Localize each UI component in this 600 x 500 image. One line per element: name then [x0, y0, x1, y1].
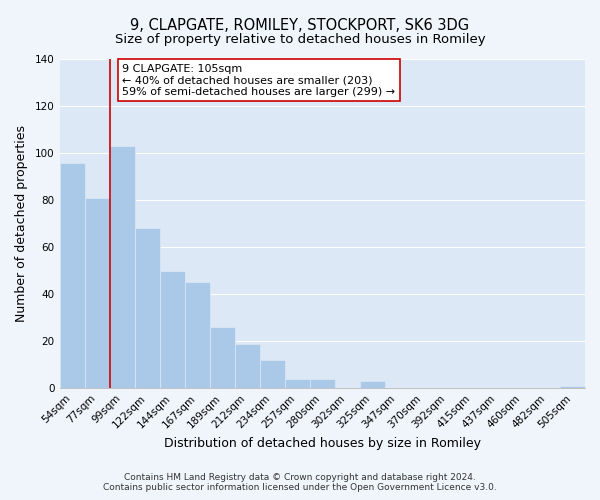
Bar [360, 382, 385, 388]
Bar [260, 360, 285, 388]
Bar [134, 228, 160, 388]
Bar [209, 327, 235, 388]
X-axis label: Distribution of detached houses by size in Romiley: Distribution of detached houses by size … [164, 437, 481, 450]
Bar [85, 198, 110, 388]
Bar [110, 146, 134, 388]
Text: 9, CLAPGATE, ROMILEY, STOCKPORT, SK6 3DG: 9, CLAPGATE, ROMILEY, STOCKPORT, SK6 3DG [130, 18, 470, 32]
Text: Size of property relative to detached houses in Romiley: Size of property relative to detached ho… [115, 32, 485, 46]
Bar [235, 344, 260, 388]
Bar [285, 379, 310, 388]
Text: Contains HM Land Registry data © Crown copyright and database right 2024.
Contai: Contains HM Land Registry data © Crown c… [103, 473, 497, 492]
Bar [560, 386, 585, 388]
Bar [185, 282, 209, 389]
Bar [160, 270, 185, 388]
Y-axis label: Number of detached properties: Number of detached properties [15, 125, 28, 322]
Bar [310, 379, 335, 388]
Text: 9 CLAPGATE: 105sqm
← 40% of detached houses are smaller (203)
59% of semi-detach: 9 CLAPGATE: 105sqm ← 40% of detached hou… [122, 64, 395, 97]
Bar [59, 162, 85, 388]
